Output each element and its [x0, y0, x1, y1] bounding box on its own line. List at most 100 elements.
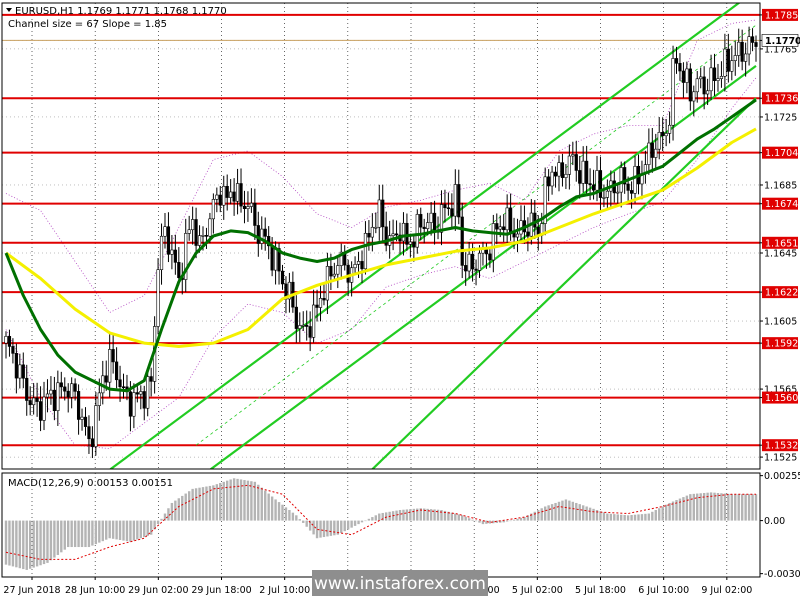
macd-bar: [454, 513, 457, 521]
macd-bar: [225, 480, 229, 521]
candle-body: [754, 42, 758, 47]
macd-bar: [395, 510, 398, 521]
macd-tick-label: 0.00: [764, 516, 785, 527]
candle-body: [671, 58, 675, 126]
candle-body: [28, 400, 32, 406]
candle-body: [695, 78, 699, 93]
candle-body: [367, 232, 371, 238]
candle-body: [374, 226, 378, 229]
macd-bar: [606, 513, 609, 521]
macd-bar: [129, 520, 132, 542]
macd-bar: [384, 512, 388, 521]
level-label-box: [762, 337, 798, 350]
level-label-box: [762, 8, 798, 21]
candle-body: [56, 382, 60, 411]
candle-body: [526, 231, 530, 237]
macd-bar: [381, 512, 384, 521]
candle-body: [426, 222, 430, 229]
candle-body: [45, 393, 50, 398]
macd-bar: [315, 520, 319, 539]
macd-bar: [633, 514, 637, 521]
candle-body: [709, 67, 713, 92]
macd-bar: [658, 508, 661, 521]
candle-body: [38, 401, 43, 421]
candle-body: [726, 48, 730, 72]
candle-body: [263, 228, 267, 237]
candle-body: [128, 391, 133, 417]
level-label-box: [762, 197, 798, 210]
macd-bar: [492, 520, 495, 524]
macd-bar: [467, 518, 471, 521]
candle-body: [18, 364, 22, 379]
level-label-box: [762, 439, 798, 452]
candle-body: [66, 390, 70, 398]
candle-body: [505, 207, 509, 231]
macd-bar: [187, 491, 191, 521]
candle-body: [408, 241, 412, 245]
candle-body: [477, 252, 482, 271]
candle-body: [277, 248, 281, 272]
macd-bar: [146, 520, 149, 536]
candle-body: [246, 206, 250, 210]
candle-body: [11, 346, 15, 354]
candle-body: [121, 386, 126, 389]
candle-body: [591, 184, 596, 191]
candle-body: [249, 202, 253, 207]
collapse-triangle-icon[interactable]: [6, 8, 12, 12]
macd-signal-line: [5, 484, 756, 560]
macd-bar: [592, 508, 595, 521]
macd-bar: [616, 514, 619, 521]
candle-body: [25, 377, 29, 401]
macd-bar: [495, 520, 498, 523]
macd-bar: [105, 520, 108, 540]
macd-label: MACD(12,26,9) 0.00153 0.00151: [8, 478, 173, 489]
candle-body: [429, 212, 433, 223]
time-tick-label: 5 Jul 18:00: [575, 585, 626, 596]
macd-bar: [232, 478, 236, 521]
candle-body: [356, 261, 361, 265]
candle-body: [550, 171, 554, 187]
macd-bar: [744, 494, 747, 521]
candle-body: [76, 391, 81, 420]
macd-bar: [163, 513, 167, 521]
candle-body: [146, 376, 150, 409]
candle-body: [149, 376, 153, 382]
macd-bar: [398, 510, 402, 521]
macd-bar: [654, 510, 657, 521]
macd-bar: [18, 520, 22, 569]
candle-body: [208, 218, 212, 237]
candle-body: [560, 162, 565, 178]
candle-body: [467, 253, 471, 272]
level-label-text: 1.1532: [765, 441, 798, 452]
macd-bar: [28, 520, 32, 569]
macd-bar: [564, 499, 568, 521]
macd-bar: [122, 520, 125, 541]
channel-line: [108, 3, 741, 469]
candle-body: [460, 216, 464, 266]
candle-body: [308, 326, 312, 338]
time-tick-label: 29 Jun 18:00: [191, 585, 251, 596]
macd-bar: [675, 500, 678, 521]
macd-bar: [602, 512, 606, 521]
macd-bar: [15, 520, 18, 568]
candle-body: [336, 265, 340, 275]
channel-info: Channel size = 67 Slope = 1.85: [8, 19, 167, 30]
candle-body: [173, 249, 177, 263]
macd-bar: [568, 500, 571, 521]
current-price-box: [761, 34, 799, 47]
candle-body: [315, 304, 319, 308]
macd-bar: [77, 520, 80, 548]
level-labels: 1.1785 1.1736 1.1704 1.1674 1.1651 1.1622 1.15…: [761, 8, 800, 452]
macd-bar: [723, 493, 727, 521]
macd-bar: [730, 494, 734, 521]
macd-bar: [222, 481, 225, 521]
candle-body: [218, 194, 222, 206]
candle-body: [574, 154, 578, 171]
candle-body: [699, 76, 703, 80]
macd-bar: [671, 501, 675, 521]
macd-bar: [267, 493, 270, 521]
macd-bar: [205, 486, 208, 521]
macd-bar: [685, 495, 689, 521]
candle-body: [706, 90, 710, 95]
time-tick-label: 2 Jul 10:00: [259, 585, 310, 596]
